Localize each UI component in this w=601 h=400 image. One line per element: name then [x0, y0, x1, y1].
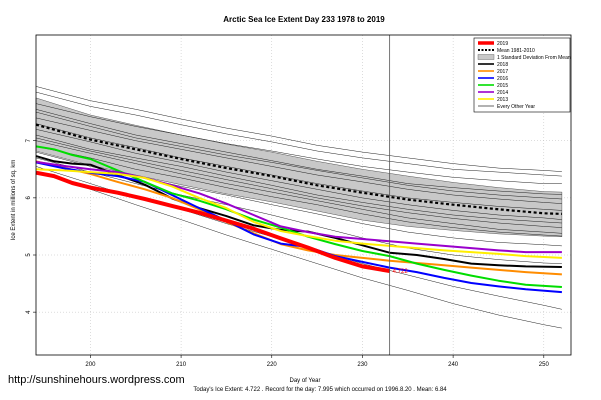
y-tick-label: 6: [26, 196, 32, 200]
x-tick-label: 230: [357, 362, 368, 368]
other-year-line: [35, 146, 562, 237]
other-year-line: [35, 86, 562, 172]
other-year-line: [35, 109, 562, 195]
series-2017-line: [35, 160, 562, 276]
x-tick-label: 200: [85, 362, 96, 368]
legend-label: 2013: [497, 97, 508, 103]
x-tick-label: 250: [539, 362, 550, 368]
other-year-line: [35, 111, 562, 200]
other-year-line: [35, 117, 562, 204]
legend-label: Mean 1981-2010: [497, 48, 535, 54]
legend-label: 2015: [497, 83, 508, 89]
x-tick-label: 210: [176, 362, 187, 368]
legend-label: 2014: [497, 90, 508, 96]
other-year-line: [35, 123, 562, 211]
legend-label: Every Other Year: [497, 104, 535, 110]
series-2014-line: [35, 160, 562, 254]
other-year-line: [35, 137, 562, 228]
y-tick-label: 4: [26, 310, 32, 314]
plot-frame: [35, 34, 572, 356]
series-2013-line: [35, 168, 562, 259]
watermark-url: http://sunshinehours.wordpress.com: [8, 374, 185, 386]
current-value-label: 4.722: [393, 269, 409, 275]
other-year-line: [35, 140, 562, 234]
legend-label: 2018: [497, 62, 508, 68]
series-2015-line: [35, 145, 562, 288]
year-series: [35, 145, 562, 294]
y-tick-label: 5: [26, 253, 32, 257]
chart-title: Arctic Sea Ice Extent Day 233 1978 to 20…: [223, 15, 385, 24]
mean-line: [35, 123, 562, 215]
legend-label: 2019: [497, 41, 508, 47]
legend-label: 1 Standard Deviation From Mean: [497, 55, 571, 61]
legend-label: 2016: [497, 76, 508, 82]
axes: 200 210 220 230 240 250 4 5 6 7: [26, 34, 572, 368]
footer-note: Today's Ice Extent: 4.722 . Record for t…: [193, 387, 447, 393]
y-tick-label: 7: [26, 138, 32, 142]
other-years-lines: [35, 86, 562, 329]
other-year-line: [35, 134, 562, 224]
y-axis-label: Ice Extent in millions of sq. km: [11, 160, 17, 241]
series-2018-line: [35, 155, 562, 268]
x-tick-label: 220: [267, 362, 278, 368]
legend-label: 2017: [497, 69, 508, 75]
x-axis-label: Day of Year: [289, 378, 320, 384]
series-2016-line: [35, 161, 562, 294]
other-year-line: [35, 103, 562, 184]
legend-swatch: [477, 54, 495, 60]
other-year-line: [35, 91, 562, 177]
day-marker: 4.722: [389, 35, 409, 355]
other-year-line: [35, 171, 562, 329]
x-tick-label: 240: [448, 362, 459, 368]
mean-1981-2010-line: [35, 123, 562, 215]
other-year-line: [35, 157, 562, 264]
series-2019-line: [35, 170, 390, 273]
other-year-line: [35, 129, 562, 220]
